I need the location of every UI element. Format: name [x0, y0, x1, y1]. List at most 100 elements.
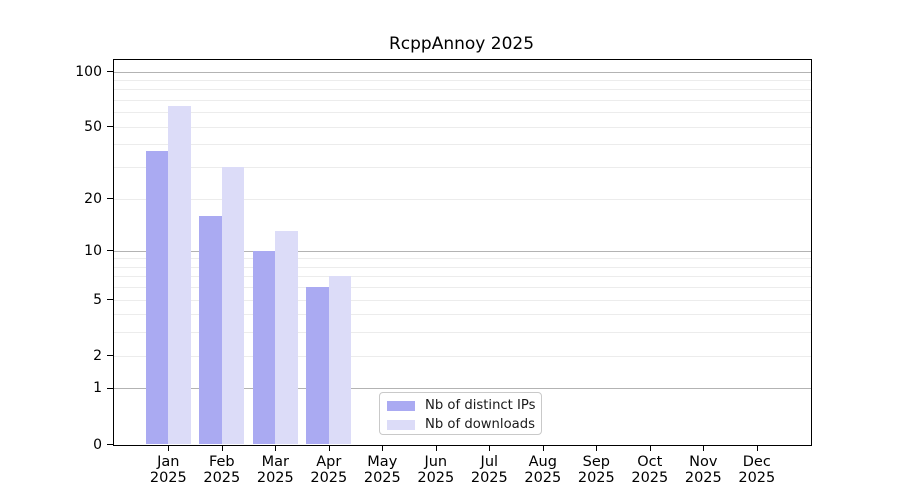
y-tick-label-1: 1	[93, 380, 102, 397]
legend-item-downloads: Nb of downloads	[387, 415, 541, 434]
x-tick-jan	[168, 445, 170, 451]
major-gridline-1	[114, 388, 811, 390]
x-tick-label-year-oct: 2025	[631, 470, 669, 486]
x-tick-oct	[649, 445, 651, 451]
minor-gridline-90	[114, 80, 811, 82]
minor-gridline-8	[114, 266, 811, 268]
bar-nb-of-downloads-jan	[168, 105, 191, 445]
x-tick-label-jun: Jun 2025	[406, 454, 466, 486]
minor-gridline-40	[114, 144, 811, 146]
x-tick-label-nov: Nov 2025	[673, 454, 733, 486]
bar-nb-of-distinct-ips-apr	[306, 287, 329, 445]
x-tick-label-year-jul: 2025	[470, 470, 508, 486]
minor-gridline-70	[114, 100, 811, 102]
x-tick-label-year-jan: 2025	[149, 470, 187, 486]
x-tick-label-year-aug: 2025	[524, 470, 562, 486]
y-tick-2	[107, 355, 113, 357]
y-tick-label-5: 5	[93, 291, 102, 308]
x-tick-feb	[221, 445, 223, 451]
x-tick-apr	[328, 445, 330, 451]
minor-gridline-20	[114, 198, 811, 200]
x-tick-label-year-dec: 2025	[738, 470, 776, 486]
x-tick-label-oct: Oct 2025	[620, 454, 680, 486]
x-tick-sep	[596, 445, 598, 451]
legend-swatch-downloads	[387, 419, 415, 430]
y-tick-100	[107, 71, 113, 73]
x-tick-label-year-sep: 2025	[577, 470, 615, 486]
legend-swatch-distinct-ips	[387, 400, 415, 411]
y-tick-50	[107, 126, 113, 128]
minor-gridline-30	[114, 167, 811, 169]
minor-gridline-50	[114, 126, 811, 128]
y-tick-label-50: 50	[84, 118, 102, 135]
bar-nb-of-downloads-apr	[328, 276, 352, 445]
x-tick-label-jul: Jul 2025	[459, 454, 519, 486]
minor-gridline-4	[114, 314, 811, 316]
bar-nb-of-downloads-mar	[275, 231, 298, 445]
y-tick-label-0: 0	[93, 436, 102, 453]
bar-nb-of-downloads-feb	[221, 167, 245, 445]
minor-gridline-3	[114, 332, 811, 334]
x-tick-label-feb: Feb 2025	[192, 454, 252, 486]
legend-label-downloads: Nb of downloads	[425, 417, 535, 432]
x-tick-label-jan: Jan 2025	[138, 454, 198, 486]
bar-nb-of-distinct-ips-mar	[252, 250, 276, 445]
minor-gridline-80	[114, 89, 811, 91]
major-gridline-100	[114, 71, 811, 73]
x-tick-label-month-aug: Aug	[528, 454, 557, 470]
x-tick-label-year-feb: 2025	[203, 470, 241, 486]
legend-label-distinct-ips: Nb of distinct IPs	[425, 398, 536, 413]
y-tick-0	[107, 444, 113, 446]
minor-gridline-5	[114, 299, 811, 301]
x-tick-label-month-oct: Oct	[637, 454, 663, 470]
x-tick-may	[382, 445, 384, 451]
x-tick-label-month-jul: Jul	[480, 454, 499, 470]
y-tick-label-2: 2	[93, 347, 102, 364]
y-tick-label-20: 20	[84, 190, 102, 207]
y-tick-5	[107, 299, 113, 301]
x-tick-label-sep: Sep 2025	[566, 454, 626, 486]
x-tick-label-year-apr: 2025	[310, 470, 348, 486]
x-tick-dec	[756, 445, 758, 451]
x-tick-label-mar: Mar 2025	[245, 454, 305, 486]
minor-gridline-60	[114, 112, 811, 114]
x-tick-label-month-sep: Sep	[582, 454, 610, 470]
x-tick-jun	[435, 445, 437, 451]
plot-area: Nb of distinct IPs Nb of downloads 0 1 2 5 1…	[75, 59, 812, 486]
bar-nb-of-distinct-ips-jan	[145, 150, 169, 445]
x-tick-label-month-nov: Nov	[689, 454, 718, 470]
bar-nb-of-distinct-ips-feb	[199, 215, 222, 445]
x-tick-jul	[489, 445, 491, 451]
major-gridline-10	[114, 250, 811, 252]
minor-gridline-7	[114, 276, 811, 278]
x-tick-aug	[542, 445, 544, 451]
y-tick-20	[107, 198, 113, 200]
x-tick-label-aug: Aug 2025	[513, 454, 573, 486]
x-tick-label-month-jun: Jun	[424, 454, 448, 470]
x-tick-label-month-feb: Feb	[208, 454, 235, 470]
x-tick-label-year-jun: 2025	[417, 470, 455, 486]
minor-gridline-2	[114, 355, 811, 357]
x-tick-label-dec: Dec 2025	[727, 454, 787, 486]
x-tick-label-month-apr: Apr	[316, 454, 342, 470]
x-tick-label-may: May 2025	[352, 454, 412, 486]
minor-gridline-6	[114, 287, 811, 289]
y-tick-label-10: 10	[84, 242, 102, 259]
legend: Nb of distinct IPs Nb of downloads	[379, 392, 542, 435]
x-tick-label-year-nov: 2025	[684, 470, 722, 486]
x-tick-label-month-jan: Jan	[157, 454, 180, 470]
x-tick-label-month-mar: Mar	[261, 454, 289, 470]
y-tick-1	[107, 387, 113, 390]
x-tick-nov	[703, 445, 705, 451]
x-tick-label-year-may: 2025	[363, 470, 401, 486]
chart-title: RcppAnnoy 2025	[388, 34, 535, 54]
x-tick-label-year-mar: 2025	[256, 470, 294, 486]
legend-item-distinct-ips: Nb of distinct IPs	[387, 396, 541, 415]
minor-gridline-9	[114, 258, 811, 260]
y-tick-10	[107, 250, 113, 252]
x-tick-mar	[275, 445, 277, 451]
x-tick-label-month-dec: Dec	[742, 454, 771, 470]
x-tick-label-month-may: May	[367, 454, 398, 470]
x-tick-label-apr: Apr 2025	[299, 454, 359, 486]
